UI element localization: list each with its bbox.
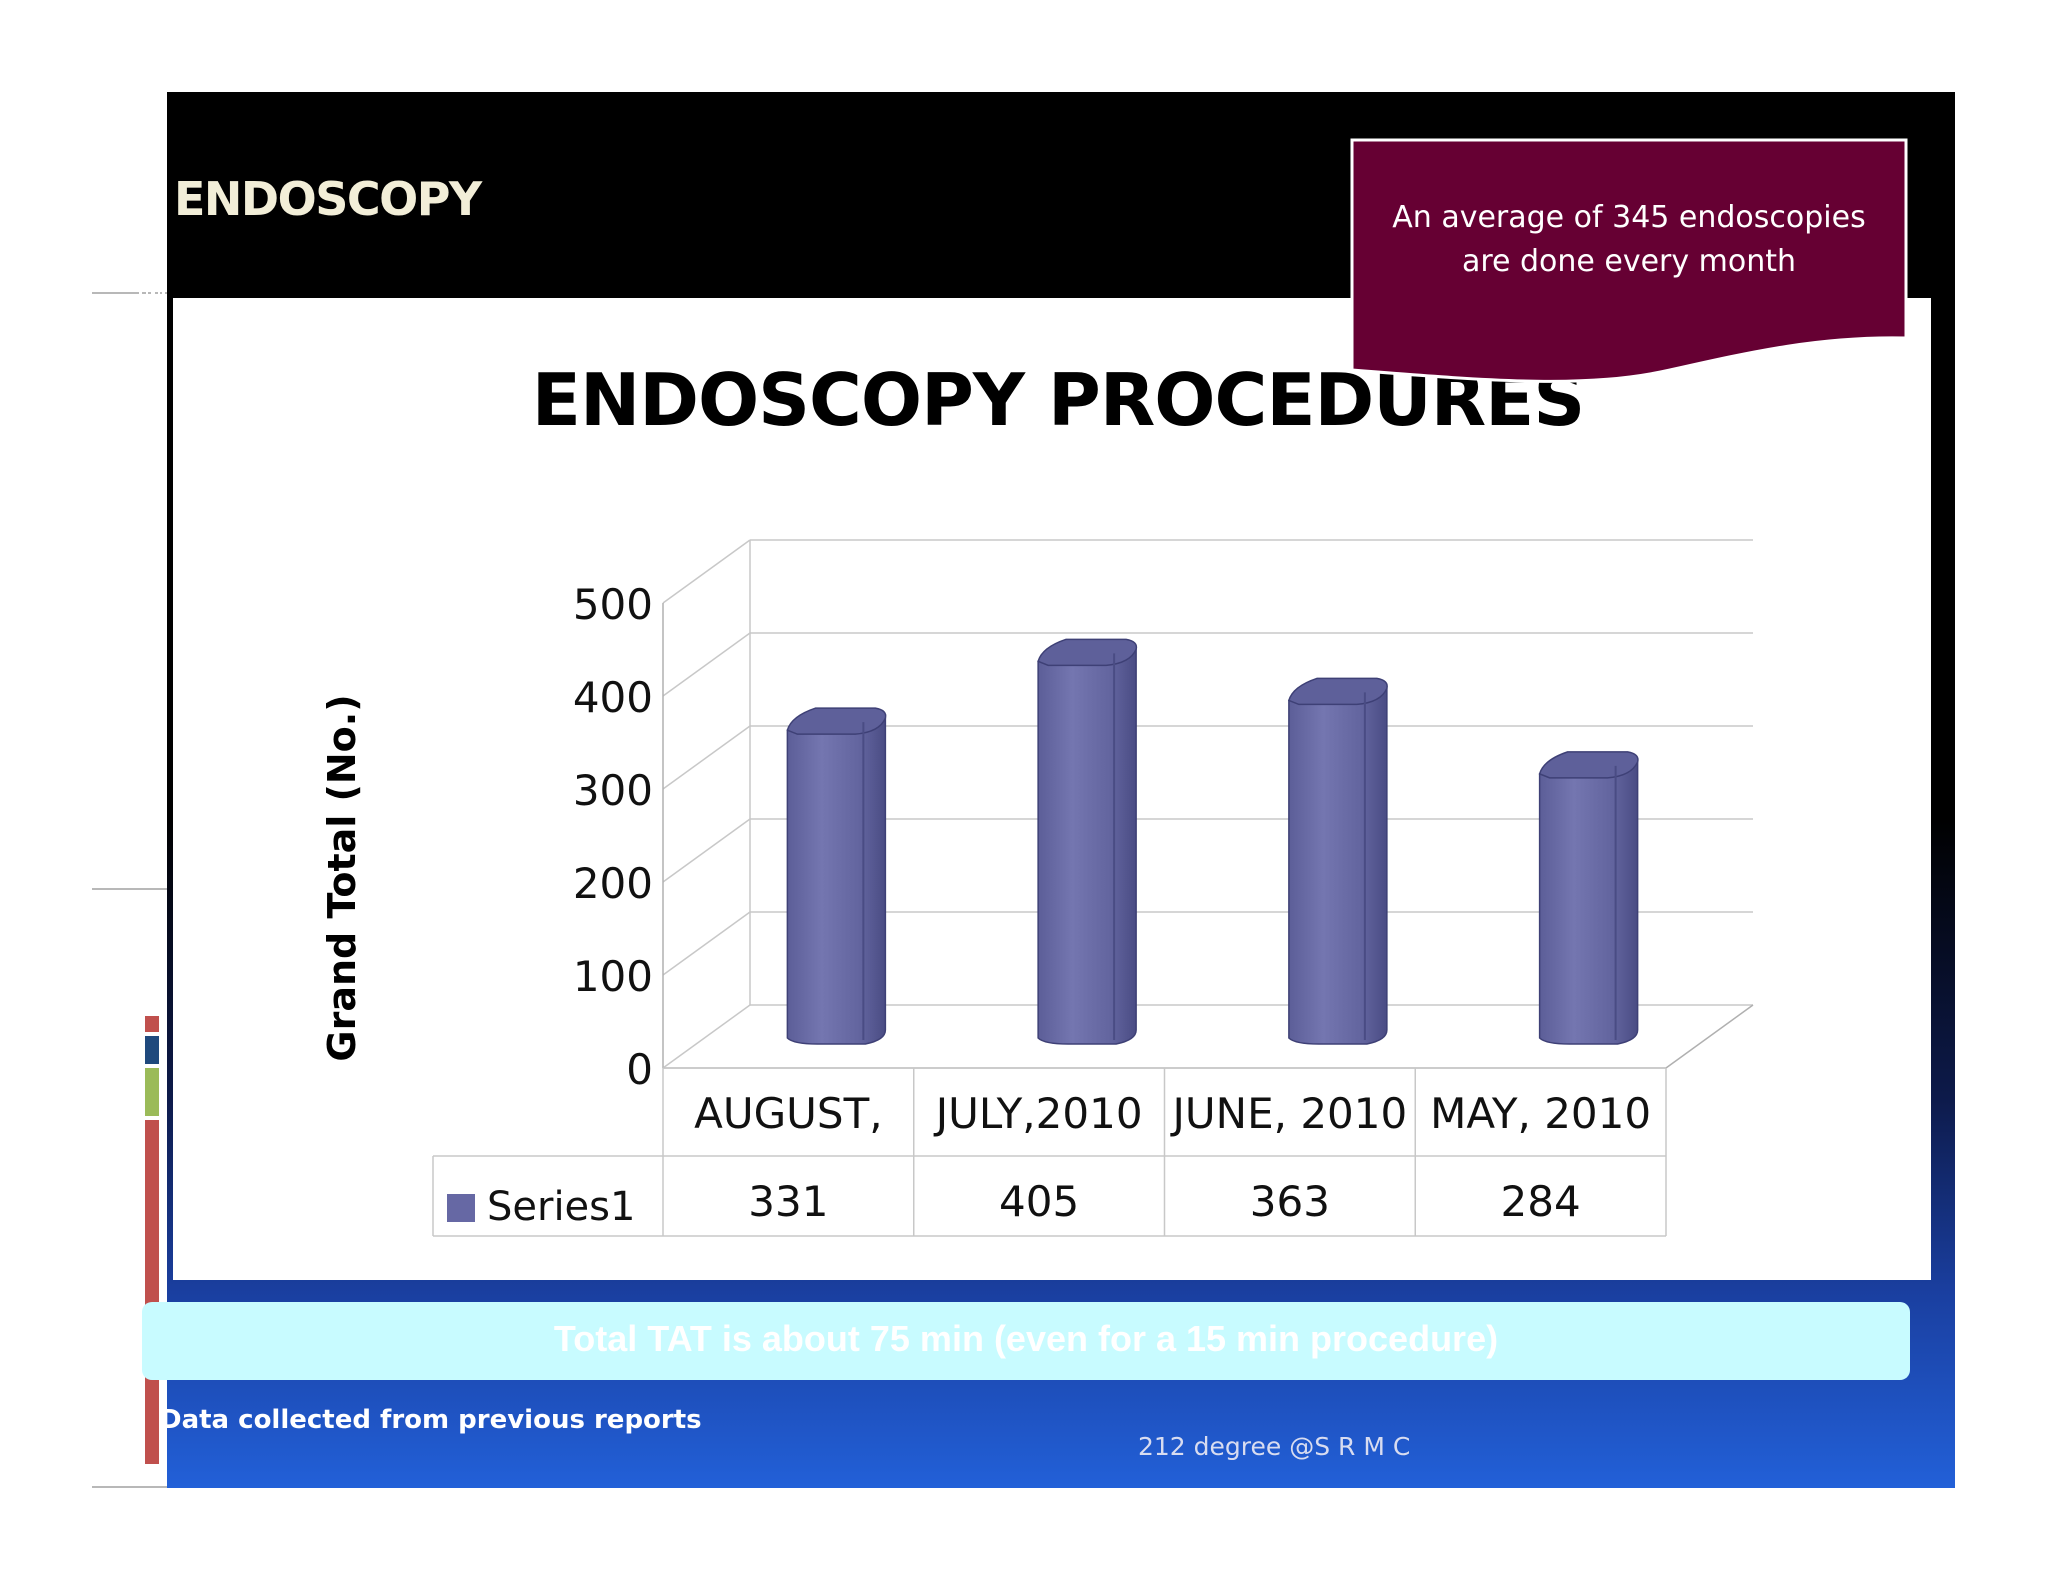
decorative-stripe — [145, 1068, 159, 1116]
bar — [786, 707, 887, 1045]
side-gridline — [662, 911, 751, 976]
bar — [1287, 677, 1388, 1045]
footer-credit: 212 degree @S R M C — [1138, 1432, 1411, 1461]
y-tick-label: 500 — [573, 580, 653, 629]
y-tick-label: 0 — [626, 1045, 653, 1094]
side-gridline — [662, 632, 751, 697]
callout-text: An average of 345 endoscopies are done e… — [1370, 196, 1888, 284]
tat-banner: Total TAT is about 75 min (even for a 15… — [142, 1302, 1910, 1380]
decorative-rule — [92, 1486, 167, 1488]
decorative-rule — [92, 888, 167, 890]
footnote: Data collected from previous reports — [160, 1405, 702, 1435]
decorative-barcode — [137, 232, 167, 304]
callout-line: An average of 345 endoscopies — [1392, 200, 1866, 235]
x-tick-label: MAY, 2010 — [1430, 1089, 1651, 1138]
x-tick-label: JULY,2010 — [933, 1089, 1143, 1138]
y-tick-label: 200 — [573, 859, 653, 908]
callout-line: are done every month — [1461, 244, 1797, 279]
chart-panel: 0 100 200 300 400 500 Grand Total (No.) ENDOSCO… — [173, 298, 1931, 1280]
data-label: 284 — [1501, 1177, 1581, 1226]
legend-label: Series1 — [487, 1184, 635, 1230]
banner-text: Total TAT is about 75 min (even for a 15… — [553, 1318, 1499, 1359]
bar-top — [786, 707, 887, 735]
y-axis-title: Grand Total (No.) — [320, 694, 364, 1061]
bar-body — [1538, 761, 1639, 1045]
bar — [1538, 751, 1639, 1045]
side-gridline — [662, 725, 751, 790]
bar-top — [1037, 638, 1138, 667]
side-gridline — [662, 818, 751, 883]
y-tick-label: 100 — [573, 952, 653, 1001]
bar-top — [1287, 677, 1388, 706]
data-label: 363 — [1250, 1177, 1330, 1226]
side-gridline — [662, 539, 751, 604]
bar — [1037, 638, 1138, 1045]
bar-body — [786, 717, 887, 1045]
bar-top — [1538, 751, 1639, 779]
decorative-stripe — [145, 1016, 159, 1032]
callout-box: An average of 345 endoscopies are done e… — [1350, 138, 1908, 388]
x-tick-label: JUNE, 2010 — [1170, 1089, 1408, 1138]
decorative-rule — [92, 292, 167, 294]
y-tick-label: 300 — [573, 766, 653, 815]
decorative-stripe — [145, 1036, 159, 1064]
bar-body — [1037, 648, 1137, 1045]
legend-swatch — [447, 1194, 475, 1222]
slide-title: ENDOSCOPY — [174, 172, 482, 226]
bar-body — [1288, 687, 1388, 1045]
data-label: 331 — [748, 1177, 828, 1226]
floor-right-edge — [1665, 1004, 1754, 1069]
x-tick-label: AUGUST, — [694, 1089, 882, 1138]
callout-shape — [1350, 138, 1908, 383]
y-tick-label: 400 — [573, 673, 653, 722]
decorative-stripe — [145, 1120, 159, 1464]
data-label: 405 — [999, 1177, 1079, 1226]
side-gridline — [662, 1004, 751, 1069]
